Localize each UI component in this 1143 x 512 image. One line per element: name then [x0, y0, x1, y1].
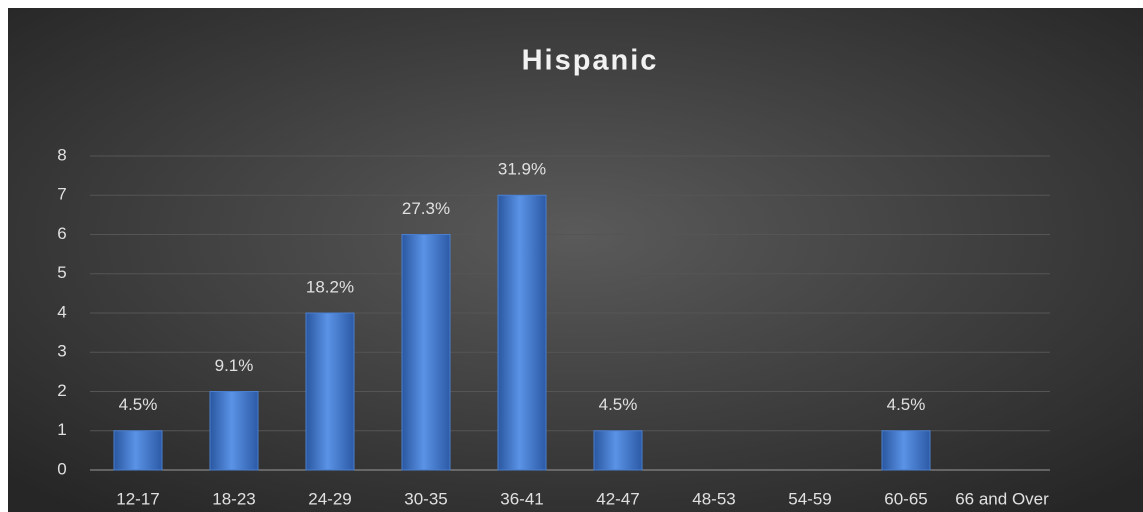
data-label: 31.9% [498, 160, 546, 179]
y-tick-label: 7 [57, 185, 66, 204]
y-tick-label: 1 [57, 420, 66, 439]
bar [881, 430, 931, 471]
y-tick-label: 0 [57, 459, 66, 478]
data-label: 4.5% [887, 395, 926, 414]
y-tick-label: 4 [57, 302, 66, 321]
x-tick-label: 18-23 [212, 489, 255, 508]
x-tick-label: 12-17 [116, 489, 159, 508]
data-label: 9.1% [215, 356, 254, 375]
bar [401, 234, 451, 471]
x-tick-label: 36-41 [500, 489, 543, 508]
data-label: 4.5% [599, 395, 638, 414]
x-tick-label: 24-29 [308, 489, 351, 508]
x-tick-label: 54-59 [788, 489, 831, 508]
bar [497, 194, 547, 471]
y-tick-label: 3 [57, 342, 66, 361]
y-tick-label: 2 [57, 381, 66, 400]
y-tick-label: 6 [57, 224, 66, 243]
x-tick-label: 42-47 [596, 489, 639, 508]
data-label: 4.5% [119, 395, 158, 414]
bar [113, 430, 163, 471]
bar [209, 391, 259, 471]
bar [593, 430, 643, 471]
chart-title: Hispanic [522, 45, 659, 77]
bar [305, 312, 355, 471]
chart-background [8, 8, 1143, 512]
x-tick-label: 60-65 [884, 489, 927, 508]
x-tick-label: 30-35 [404, 489, 447, 508]
y-tick-label: 5 [57, 263, 66, 282]
data-label: 27.3% [402, 199, 450, 218]
x-tick-label: 66 and Over [955, 489, 1049, 508]
data-label: 18.2% [306, 277, 354, 296]
x-tick-label: 48-53 [692, 489, 735, 508]
y-tick-label: 8 [57, 145, 66, 164]
